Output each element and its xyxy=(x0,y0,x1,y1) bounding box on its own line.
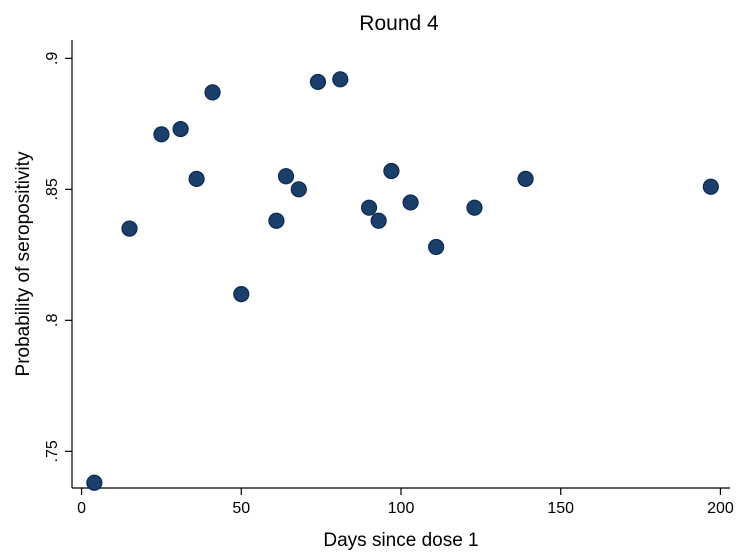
data-point xyxy=(466,199,483,216)
data-point xyxy=(233,286,250,303)
y-tick-label: .75 xyxy=(44,440,61,462)
x-tick-label: 100 xyxy=(388,500,415,517)
x-axis-ticks: 0 50 100 150 200 xyxy=(77,488,734,517)
x-tick-label: 0 xyxy=(77,500,86,517)
data-point xyxy=(370,212,387,229)
data-point xyxy=(204,84,221,101)
data-points xyxy=(86,71,719,491)
y-axis-label: Probability of seropositivity xyxy=(13,151,34,376)
data-point xyxy=(268,212,285,229)
data-point xyxy=(121,220,138,237)
data-point xyxy=(702,178,719,195)
data-point xyxy=(428,238,445,256)
data-point xyxy=(290,181,307,198)
x-tick-label: 200 xyxy=(707,500,734,517)
x-tick-label: 150 xyxy=(547,500,574,517)
x-tick-label: 50 xyxy=(232,500,250,517)
data-point xyxy=(402,194,419,211)
data-point xyxy=(153,126,170,143)
y-tick-label: .8 xyxy=(44,314,61,327)
chart-title: Round 4 xyxy=(359,12,439,35)
x-axis-label: Days since dose 1 xyxy=(323,530,478,551)
y-axis-ticks: .75 .8 .85 .9 xyxy=(44,52,72,462)
data-point xyxy=(172,120,189,138)
data-point xyxy=(332,71,349,88)
y-tick-label: .9 xyxy=(44,52,61,65)
data-point xyxy=(383,162,400,180)
data-point xyxy=(517,170,534,187)
data-point xyxy=(309,73,327,91)
y-tick-label: .85 xyxy=(44,178,61,200)
data-point xyxy=(188,170,205,187)
data-point xyxy=(86,474,103,491)
data-point xyxy=(360,199,378,216)
data-point xyxy=(277,168,295,185)
